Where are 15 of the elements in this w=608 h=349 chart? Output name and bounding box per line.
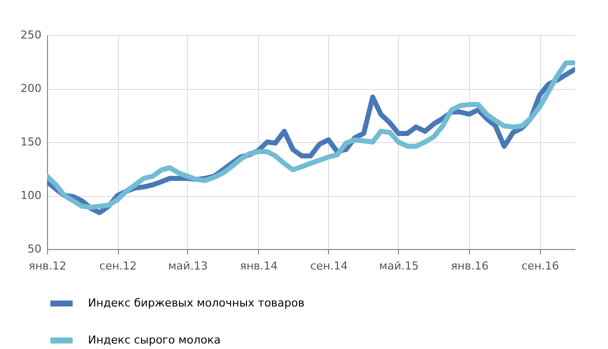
x-tick-label: янв.14 — [240, 260, 278, 272]
x-tick-label: май.15 — [379, 260, 419, 272]
x-tick-label: янв.16 — [450, 260, 489, 272]
y-tick-label: 250 — [20, 28, 42, 42]
y-tick-label: 50 — [28, 242, 42, 256]
x-tick-label: сен.12 — [99, 260, 137, 272]
y-tick-label: 200 — [20, 82, 42, 95]
legend-label: Индекс сырого молока — [88, 334, 221, 346]
x-tick-label: сен.14 — [310, 260, 348, 272]
legend-label: Индекс биржевых молочных товаров — [88, 296, 304, 310]
y-tick-label: 100 — [20, 189, 42, 202]
y-tick-label: 150 — [20, 136, 42, 148]
x-tick-label: сен.16 — [521, 260, 559, 272]
x-tick-label: янв.12 — [28, 260, 66, 272]
x-tick-label: май.13 — [168, 260, 208, 272]
